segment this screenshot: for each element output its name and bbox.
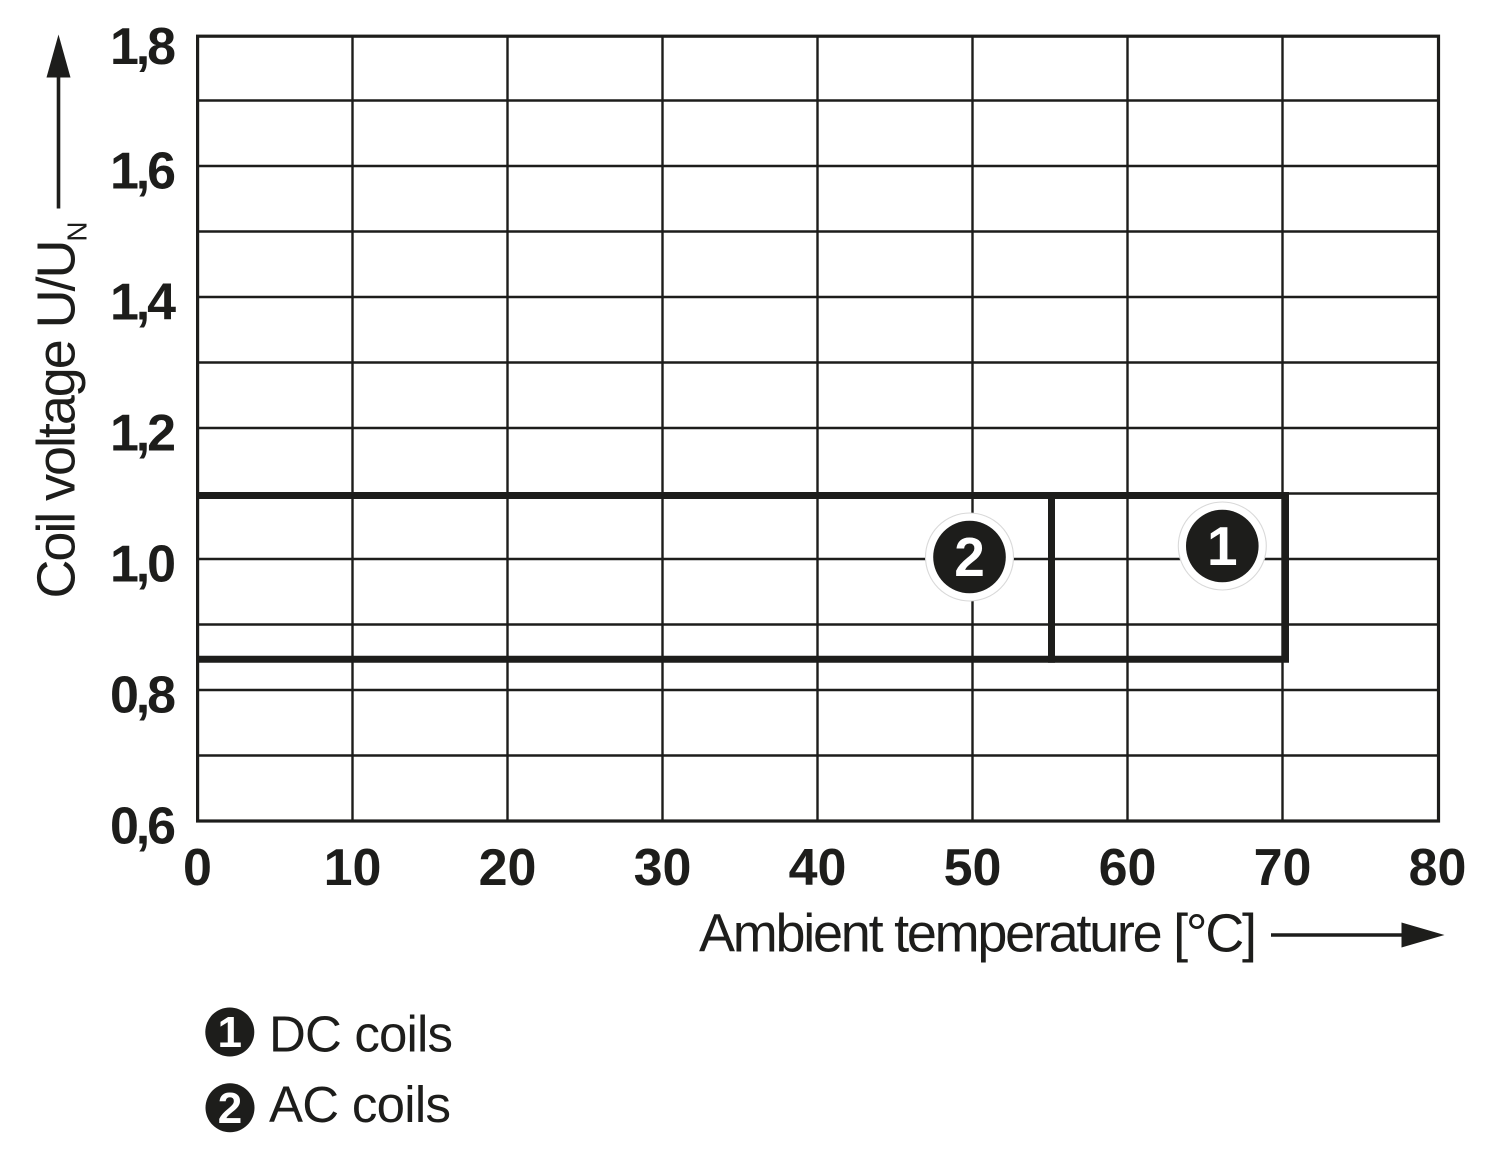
svg-text:80: 80 <box>1409 839 1467 897</box>
svg-text:10: 10 <box>324 839 382 897</box>
svg-text:60: 60 <box>1099 839 1157 897</box>
svg-text:0: 0 <box>183 839 212 897</box>
svg-text:Ambient temperature [°C]: Ambient temperature [°C] <box>699 904 1257 964</box>
svg-text:2: 2 <box>218 1084 242 1133</box>
svg-text:2: 2 <box>954 526 985 588</box>
svg-text:0,6: 0,6 <box>110 797 176 855</box>
svg-text:1,4: 1,4 <box>110 273 176 331</box>
svg-text:Coil voltage U/UN: Coil voltage U/UN <box>27 221 93 598</box>
svg-text:1: 1 <box>218 1008 242 1057</box>
svg-text:1: 1 <box>1207 515 1238 577</box>
svg-text:50: 50 <box>944 839 1002 897</box>
svg-text:0,8: 0,8 <box>110 666 176 724</box>
svg-text:1,8: 1,8 <box>110 18 176 76</box>
svg-text:1,6: 1,6 <box>110 142 176 200</box>
svg-text:1,0: 1,0 <box>110 535 176 593</box>
svg-text:1,2: 1,2 <box>110 404 176 462</box>
svg-text:20: 20 <box>479 839 537 897</box>
svg-text:70: 70 <box>1254 839 1312 897</box>
svg-text:30: 30 <box>634 839 692 897</box>
svg-text:DC coils: DC coils <box>269 1006 453 1063</box>
svg-text:40: 40 <box>789 839 847 897</box>
svg-text:AC coils: AC coils <box>269 1076 451 1133</box>
